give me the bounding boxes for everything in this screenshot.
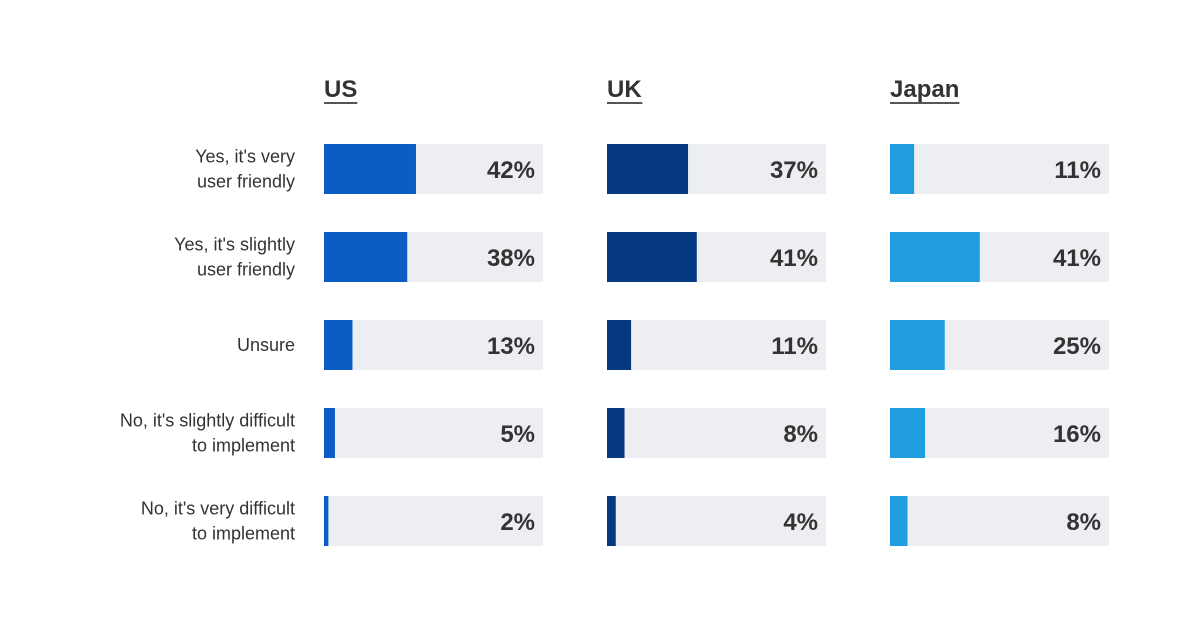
- bar: [607, 320, 632, 370]
- bar: [324, 232, 408, 282]
- bar: [890, 408, 926, 458]
- category-label: to implement: [192, 436, 295, 456]
- data-label: 42%: [487, 157, 535, 184]
- category-label: Unsure: [237, 335, 295, 355]
- bar-track: [607, 496, 826, 546]
- data-label: 11%: [771, 333, 818, 360]
- bar: [324, 320, 353, 370]
- data-label: 11%: [1054, 157, 1101, 184]
- bar: [607, 496, 616, 546]
- panel-title: UK: [607, 76, 642, 103]
- bar: [607, 408, 625, 458]
- category-label: Yes, it's slightly: [174, 235, 295, 255]
- bar: [324, 144, 416, 194]
- bar: [607, 144, 689, 194]
- category-label: No, it's slightly difficult: [120, 411, 295, 431]
- bar: [324, 496, 329, 546]
- data-label: 41%: [1053, 245, 1101, 272]
- bar: [890, 496, 908, 546]
- panel-title-underline: [607, 102, 643, 104]
- panel-title: Japan: [890, 76, 959, 103]
- bar-track: [324, 496, 543, 546]
- panel-title-underline: [890, 102, 960, 104]
- category-label: Yes, it's very: [195, 147, 295, 167]
- bar-track: [890, 408, 1109, 458]
- data-label: 37%: [770, 157, 818, 184]
- category-label: No, it's very difficult: [141, 499, 295, 519]
- data-label: 4%: [783, 509, 818, 536]
- bar-track: [890, 496, 1109, 546]
- bar-track: [607, 320, 826, 370]
- panel-title: US: [324, 76, 357, 103]
- bar: [324, 408, 335, 458]
- data-label: 16%: [1053, 421, 1101, 448]
- bar: [890, 144, 915, 194]
- data-label: 38%: [487, 245, 535, 272]
- category-label: to implement: [192, 524, 295, 544]
- category-label: user friendly: [197, 260, 295, 280]
- data-label: 13%: [487, 333, 535, 360]
- data-label: 8%: [1066, 509, 1101, 536]
- bar: [607, 232, 697, 282]
- bar-track: [890, 144, 1109, 194]
- bar: [890, 232, 980, 282]
- data-label: 5%: [500, 421, 535, 448]
- bar-track: [324, 408, 543, 458]
- data-label: 2%: [500, 509, 535, 536]
- bar-track: [324, 320, 543, 370]
- bar: [890, 320, 945, 370]
- category-label: user friendly: [197, 172, 295, 192]
- data-label: 41%: [770, 245, 818, 272]
- bar-track: [607, 408, 826, 458]
- panel-title-underline: [324, 102, 358, 104]
- data-label: 25%: [1053, 333, 1101, 360]
- data-label: 8%: [783, 421, 818, 448]
